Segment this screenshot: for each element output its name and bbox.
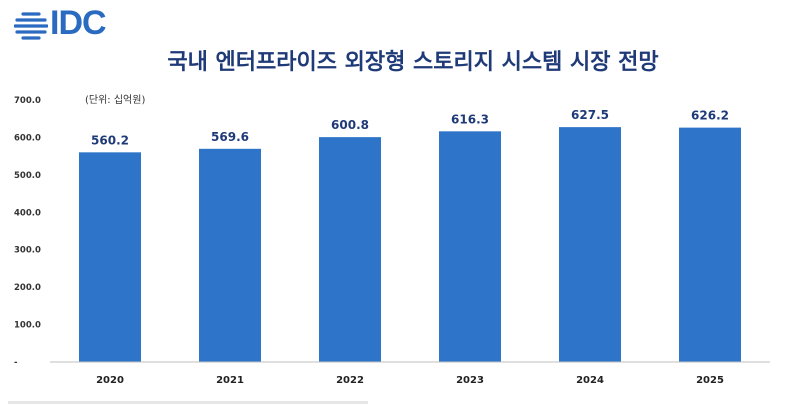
x-axis: 2020 2021 2022 2023 2024 2025 (50, 361, 770, 386)
value-label-2021: 569.6 (211, 130, 249, 144)
x-tick-label-2021: 2021 (216, 375, 244, 386)
bar-2021 (199, 148, 261, 362)
y-tick-label: 500.0 (14, 171, 41, 181)
bar-2023 (439, 131, 501, 362)
logo-text: IDC (50, 4, 107, 42)
y-tick-label: 300.0 (14, 246, 41, 256)
value-label-2022: 600.8 (331, 118, 369, 132)
y-tick-label: 100.0 (14, 321, 41, 331)
bar-2022 (319, 137, 381, 362)
y-tick-label: 700.0 (14, 96, 41, 106)
y-axis: 700.0 600.0 500.0 400.0 300.0 200.0 100.0 - (14, 96, 41, 368)
x-tick-label-2020: 2020 (96, 375, 124, 386)
y-tick-label: 200.0 (14, 283, 41, 293)
y-tick-label: 600.0 (14, 133, 41, 143)
idc-logo: IDC (14, 4, 124, 44)
unit-note: (단위: 십억원) (85, 93, 145, 106)
value-label-2025: 626.2 (691, 109, 729, 123)
value-label-2020: 560.2 (91, 133, 129, 147)
source-footnote (8, 401, 368, 404)
chart-title: 국내 엔터프라이즈 외장형 스토리지 시스템 시장 전망 (167, 50, 659, 75)
bar-2020 (79, 152, 141, 362)
x-tick-label-2023: 2023 (456, 375, 484, 386)
value-label-2024: 627.5 (571, 108, 609, 122)
idc-globe-icon (14, 12, 48, 40)
y-tick-label: - (14, 358, 18, 368)
x-tick-label-2024: 2024 (576, 375, 604, 386)
value-label-2023: 616.3 (451, 112, 489, 126)
value-labels: 560.2 569.6 600.8 616.3 627.5 626.2 (91, 108, 729, 147)
x-tick-label-2022: 2022 (336, 375, 364, 386)
y-tick-label: 400.0 (14, 208, 41, 218)
bars (79, 127, 741, 362)
x-tick-label-2025: 2025 (696, 375, 724, 386)
bar-2025 (679, 127, 741, 362)
bar-2024 (559, 127, 621, 362)
